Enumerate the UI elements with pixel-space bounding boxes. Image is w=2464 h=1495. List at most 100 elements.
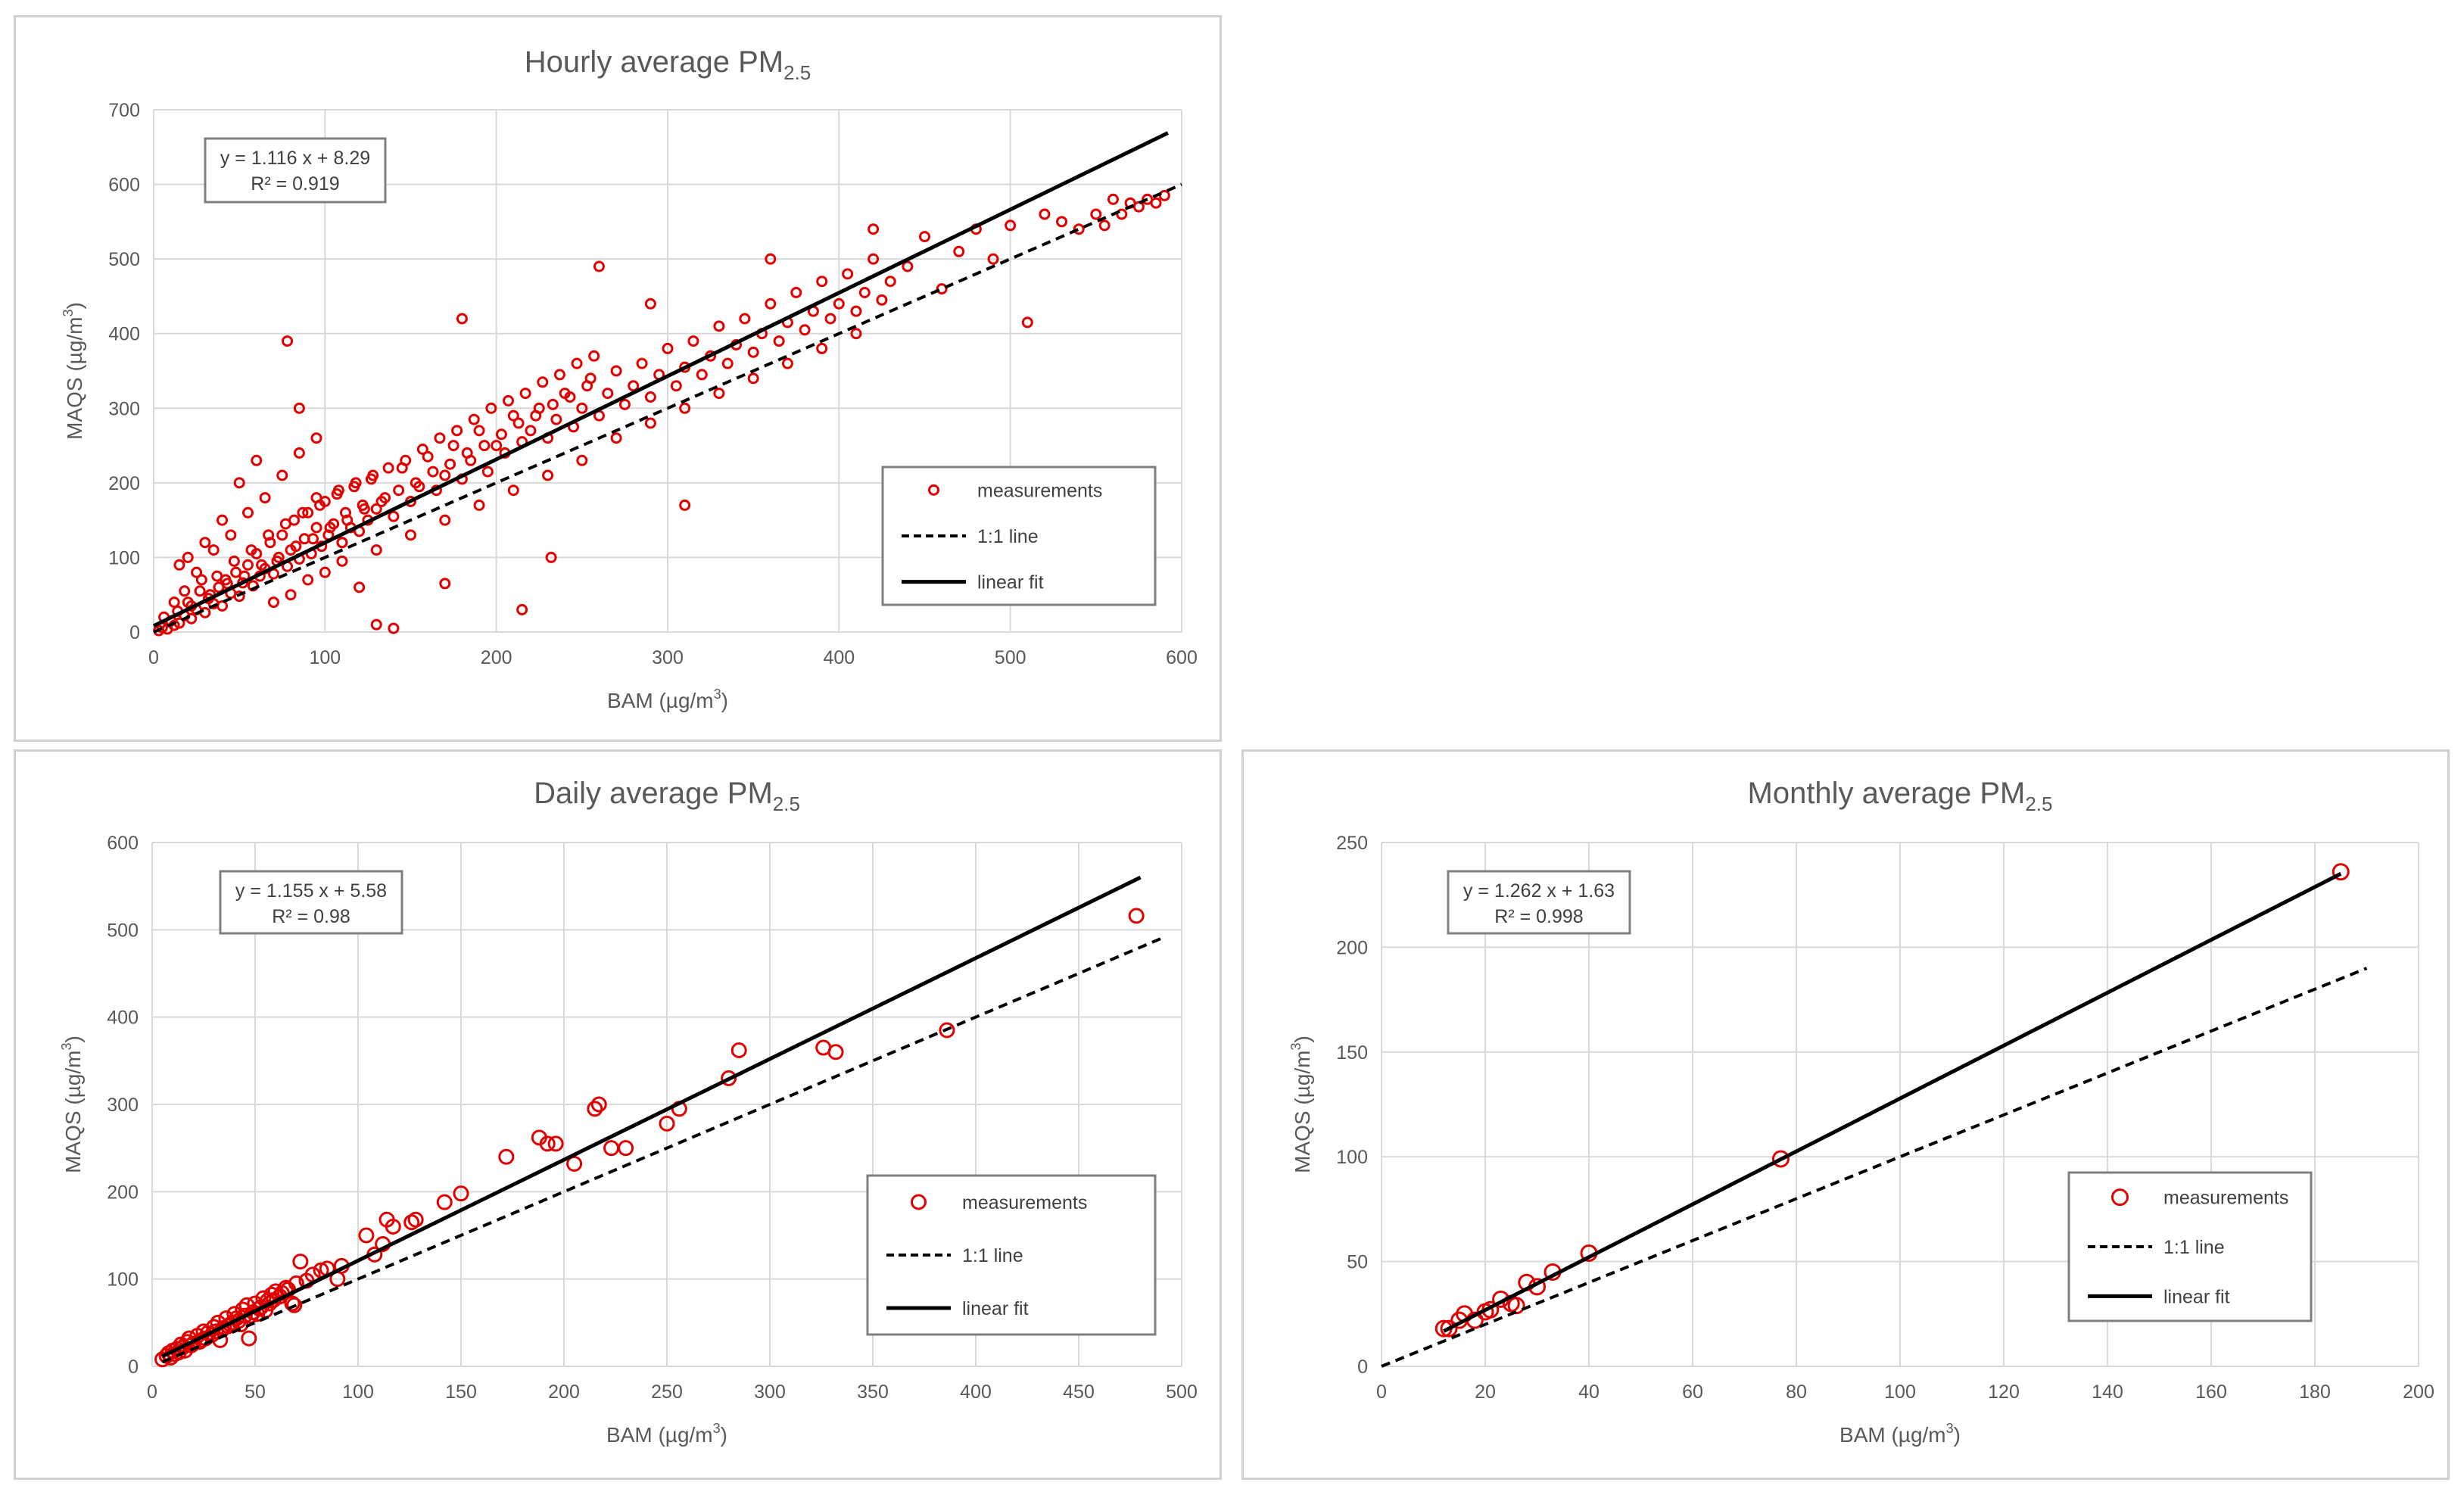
- measurement-point: [388, 622, 400, 634]
- monthly-chart: 0 20 40 60 80 100 120 140 160 180 200 0 50 100 150 200 2…: [1288, 777, 2434, 1447]
- measurement-point: [603, 1140, 620, 1157]
- measurement-point: [542, 469, 554, 481]
- measurement-point: [439, 578, 451, 590]
- measurement-point: [297, 506, 309, 519]
- measurement-point: [375, 496, 388, 507]
- measurement-point: [245, 544, 257, 556]
- y-tick-label: 0: [1357, 1356, 1368, 1378]
- measurement-point: [587, 1101, 603, 1117]
- measurement-point: [1107, 193, 1119, 205]
- measurement-point: [936, 283, 948, 295]
- measurement-point: [491, 440, 503, 452]
- x-tick-label: 300: [754, 1381, 786, 1403]
- x-axis-label: BAM (µg/m3): [607, 687, 728, 712]
- legend-marker-measurements: [911, 1194, 927, 1210]
- x-tick-label: 200: [548, 1381, 580, 1403]
- x-tick-label: 100: [1884, 1381, 1916, 1403]
- measurement-point: [816, 276, 828, 288]
- measurement-point: [696, 369, 708, 381]
- measurement-point: [324, 522, 336, 534]
- measurement-point: [216, 514, 229, 526]
- measurement-point: [545, 551, 557, 563]
- measurement-point: [765, 253, 777, 265]
- r-squared-text: R² = 0.998: [1494, 906, 1583, 927]
- measurement-point: [713, 388, 725, 400]
- measurement-point: [191, 566, 203, 578]
- measurement-point: [507, 410, 519, 422]
- linear-fit-line: [1443, 872, 2342, 1333]
- measurement-point: [581, 380, 593, 392]
- measurement-point: [730, 1042, 747, 1058]
- measurement-point: [261, 1295, 278, 1312]
- y-tick-label: 250: [1336, 833, 1368, 854]
- measurement-point: [659, 1115, 675, 1132]
- measurement-point: [858, 287, 871, 298]
- measurement-point: [739, 313, 751, 325]
- legend-label: measurements: [977, 480, 1102, 501]
- legend-label: 1:1 line: [977, 526, 1039, 547]
- measurement-point: [644, 391, 656, 403]
- legend-label: 1:1 line: [962, 1245, 1023, 1266]
- measurement-point: [310, 432, 322, 444]
- measurement-point: [1507, 1297, 1525, 1315]
- measurement-point: [1132, 201, 1145, 213]
- measurement-point: [388, 510, 400, 522]
- measurement-point: [721, 1070, 737, 1086]
- measurement-point: [564, 391, 576, 403]
- measurement-point: [953, 245, 965, 257]
- measurement-point: [713, 320, 725, 332]
- measurement-point: [253, 1299, 269, 1316]
- measurement-point: [461, 447, 473, 459]
- measurement-point: [1073, 223, 1085, 235]
- measurement-point: [285, 589, 297, 601]
- x-tick-label: 150: [445, 1381, 477, 1403]
- measurement-point: [610, 432, 622, 444]
- measurement-point: [610, 365, 622, 377]
- y-axis-label: MAQS (µg/m3): [59, 1036, 85, 1173]
- measurement-point: [199, 537, 211, 549]
- measurement-point: [336, 555, 348, 567]
- measurement-point: [550, 413, 562, 425]
- y-tick-label: 200: [1336, 937, 1368, 958]
- measurement-point: [553, 369, 565, 381]
- measurement-point: [211, 570, 223, 582]
- legend-label: measurements: [2163, 1188, 2288, 1209]
- measurement-point: [307, 533, 319, 545]
- measurement-point: [679, 499, 691, 511]
- measurement-point: [422, 450, 434, 463]
- y-tick-label: 50: [1347, 1252, 1368, 1273]
- measurement-point: [670, 380, 682, 392]
- measurement-point: [179, 585, 191, 597]
- daily-chart: 0 50 100 150 200 250 300 350 400 450 500 0 100 200 300…: [59, 777, 1198, 1447]
- x-tick-label: 200: [481, 647, 512, 668]
- x-tick-label: 350: [857, 1381, 889, 1403]
- measurement-point: [436, 1194, 453, 1210]
- measurement-point: [850, 305, 862, 317]
- measurement-point: [539, 1135, 556, 1152]
- measurement-point: [547, 398, 559, 410]
- measurement-point: [207, 544, 220, 556]
- measurement-point: [473, 499, 485, 511]
- measurement-point: [790, 287, 802, 298]
- measurement-point: [416, 444, 428, 455]
- y-tick-label: 700: [108, 100, 140, 121]
- x-tick-label: 500: [1166, 1381, 1198, 1403]
- measurement-point: [987, 253, 999, 265]
- linear-fit-line: [161, 875, 1142, 1359]
- measurement-point: [636, 357, 648, 369]
- chart-title: Hourly average PM2.5: [525, 45, 811, 84]
- measurement-point: [1039, 208, 1051, 220]
- measurement-point: [902, 260, 914, 273]
- equation-text: y = 1.155 x + 5.58: [235, 880, 387, 902]
- x-tick-label: 120: [1988, 1381, 2020, 1403]
- y-axis-label: MAQS (µg/m3): [61, 302, 86, 440]
- measurement-point: [354, 581, 366, 593]
- measurement-point: [168, 596, 180, 609]
- monthly-chart-panel: 0 20 40 60 80 100 120 140 160 180 200 0 50 100 150 200 2…: [1241, 749, 2450, 1480]
- measurement-point: [827, 1044, 844, 1061]
- measurement-point: [447, 440, 459, 452]
- x-tick-label: 50: [245, 1381, 266, 1403]
- legend-marker-measurements: [2111, 1188, 2129, 1207]
- measurement-point: [2332, 863, 2350, 881]
- legend-label: measurements: [962, 1192, 1087, 1213]
